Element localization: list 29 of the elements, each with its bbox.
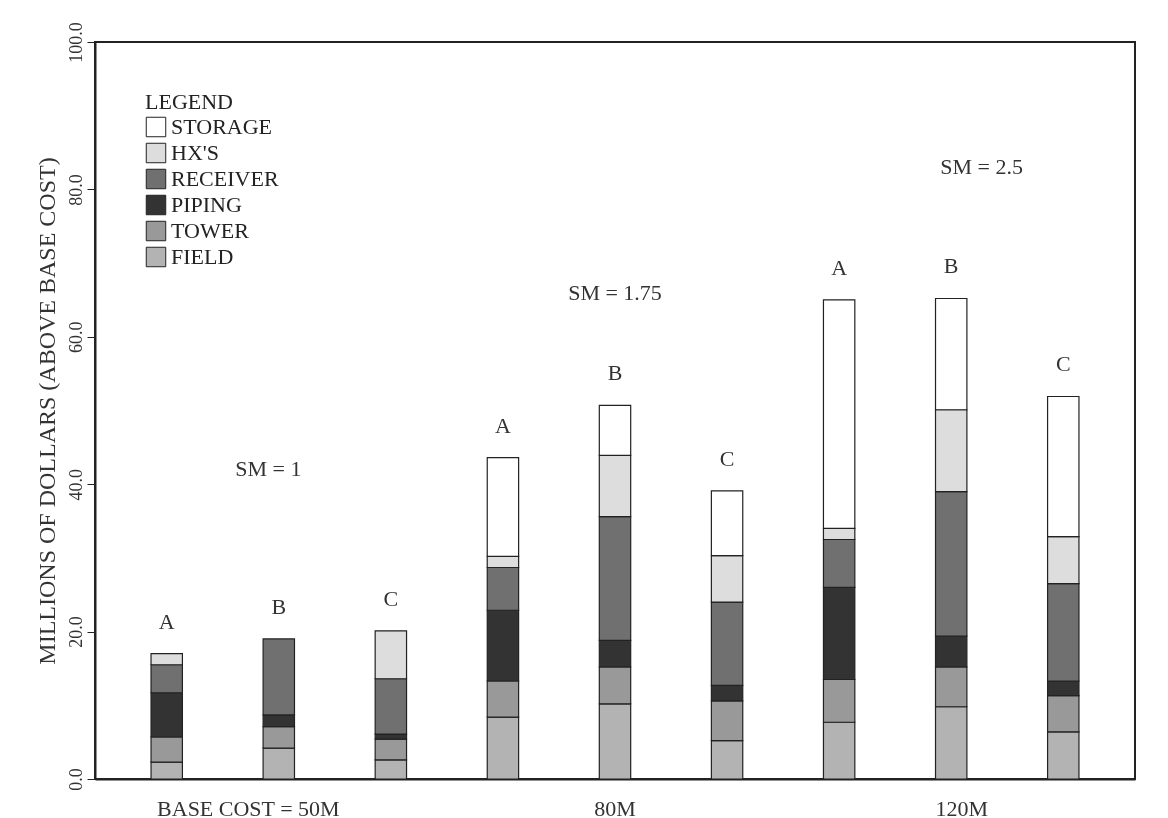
annotation: SM = 1.75 [568, 279, 662, 305]
y-tick-label: 0.0 [65, 768, 86, 791]
legend-label: HX'S [171, 140, 219, 165]
legend-label: RECEIVER [171, 166, 279, 191]
legend-label: STORAGE [171, 114, 273, 139]
x-tick-label: C [719, 445, 735, 471]
y-tick-label: 20.0 [65, 616, 86, 648]
y-tick-label: 40.0 [65, 468, 86, 501]
x-tick-label: C [383, 585, 399, 611]
y-tick-label: 100.0 [65, 22, 86, 63]
y-tick-label: 80.0 [65, 174, 86, 206]
x-tick-label: A [158, 608, 175, 634]
text: BASE COST = 50M [157, 796, 340, 818]
annotation: SM = 2.5 [940, 154, 1024, 180]
x-tick-label: B [271, 593, 287, 619]
legend-label: TOWER [171, 218, 250, 243]
x-tick-label: B [943, 253, 959, 279]
legend-title: LEGEND [145, 89, 233, 114]
x-tick-label: A [831, 254, 848, 280]
legend-label: PIPING [171, 192, 243, 217]
y-axis-title: MILLIONS OF DOLLARS (ABOVE BASE COST) [33, 157, 60, 665]
x-tick-label: A [494, 412, 511, 438]
annotation: SM = 1 [235, 456, 302, 482]
x-tick-label: B [607, 360, 623, 386]
x-tick-label: C [1055, 351, 1071, 377]
y-tick-label: 60.0 [65, 321, 86, 354]
legend-label: FIELD [171, 244, 234, 269]
text: 120M [935, 796, 988, 818]
text: 80M [594, 796, 636, 818]
